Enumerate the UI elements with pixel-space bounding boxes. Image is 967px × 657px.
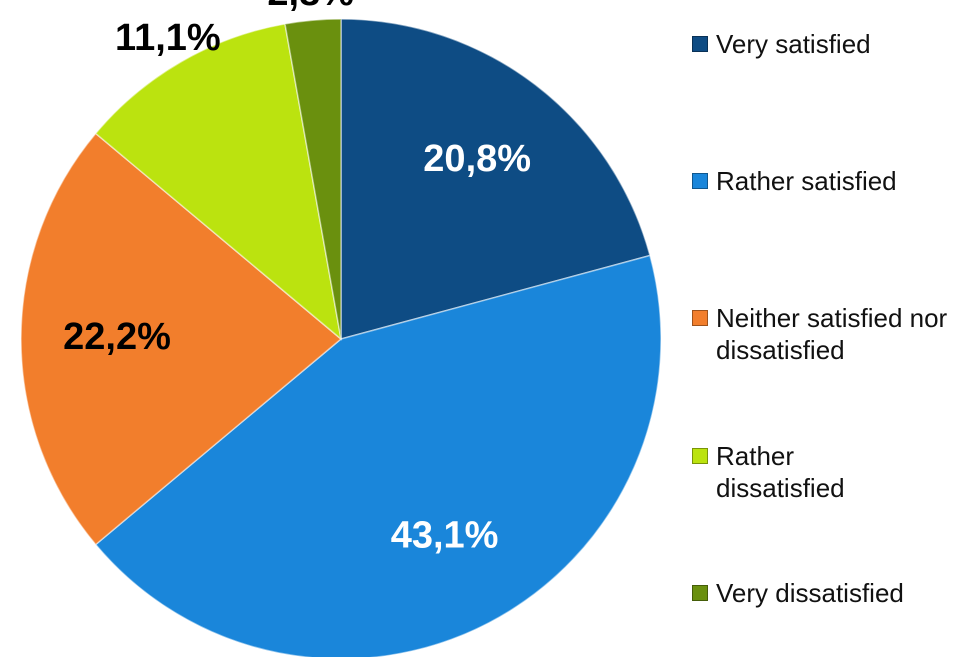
legend-label: Rather satisfied xyxy=(716,166,897,196)
legend-item: Very satisfied xyxy=(692,28,956,60)
chart: 20,8% 43,1% 22,2% 11,1% 2,8% xyxy=(20,0,662,657)
legend-item: Very dissatisfied xyxy=(692,577,956,609)
legend-swatch xyxy=(692,310,708,326)
legend-swatch xyxy=(692,585,708,601)
pie-slice xyxy=(340,18,651,340)
legend-label: Rather dissatisfied xyxy=(716,441,845,503)
data-label: 2,8% xyxy=(267,0,354,14)
pie-slice xyxy=(94,254,662,657)
legend-swatch xyxy=(692,173,708,189)
legend-label: Very satisfied xyxy=(716,29,871,59)
data-label: 20,8% xyxy=(423,138,531,180)
pie-slice xyxy=(94,23,343,341)
pie-slice xyxy=(284,18,342,340)
legend-swatch xyxy=(692,36,708,52)
legend-label: Neither satisfied nor dissatisfied xyxy=(716,303,948,365)
data-label: 22,2% xyxy=(63,316,171,358)
legend-label: Very dissatisfied xyxy=(716,578,904,608)
legend-item: Rather satisfied xyxy=(692,165,956,197)
data-label: 43,1% xyxy=(391,515,499,557)
legend-item: Neither satisfied nor dissatisfied xyxy=(692,302,956,366)
pie-slice xyxy=(20,132,343,546)
data-label: 11,1% xyxy=(115,17,221,59)
legend-swatch xyxy=(692,448,708,464)
legend-item: Rather dissatisfied xyxy=(692,440,916,504)
